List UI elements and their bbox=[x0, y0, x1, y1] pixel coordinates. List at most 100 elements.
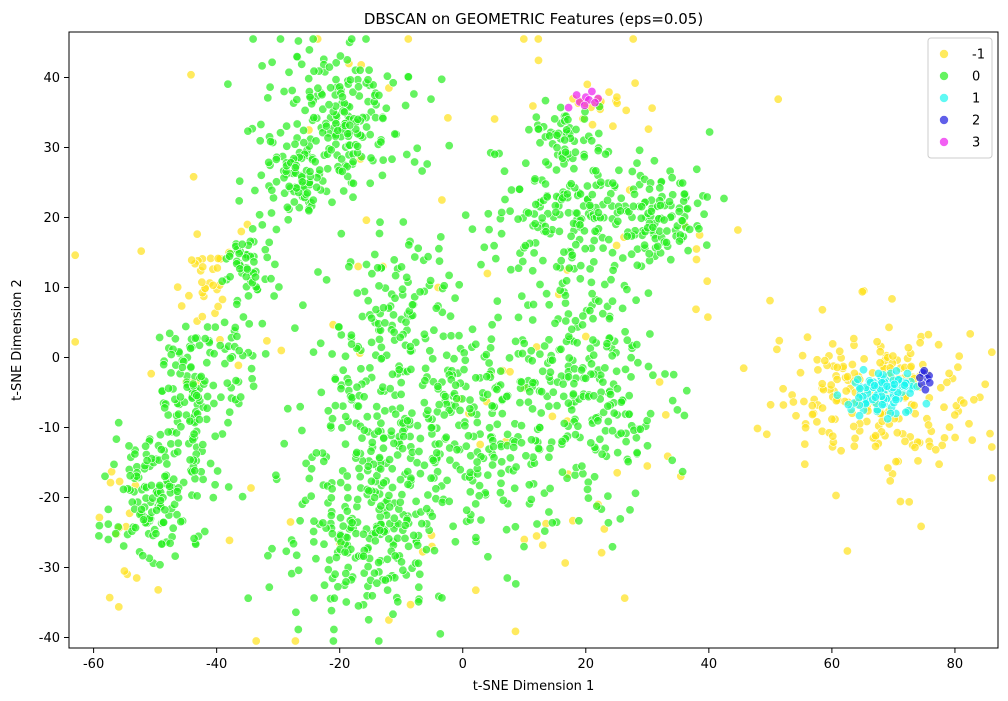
data-point bbox=[348, 157, 358, 167]
plot-frame bbox=[68, 31, 999, 649]
data-point bbox=[213, 466, 223, 476]
data-point bbox=[733, 225, 743, 235]
data-point bbox=[263, 93, 273, 103]
data-point bbox=[353, 601, 363, 611]
data-point bbox=[225, 535, 235, 545]
data-point bbox=[632, 158, 642, 168]
data-point bbox=[378, 113, 388, 123]
data-point bbox=[264, 237, 274, 247]
data-point bbox=[209, 398, 219, 408]
data-point bbox=[365, 363, 375, 373]
data-point bbox=[843, 400, 853, 410]
data-point bbox=[919, 366, 929, 376]
data-point bbox=[550, 318, 560, 328]
series-0 bbox=[94, 34, 729, 646]
data-point bbox=[262, 252, 272, 262]
data-point bbox=[497, 229, 507, 239]
data-point bbox=[616, 428, 626, 438]
data-point bbox=[208, 493, 218, 503]
data-point bbox=[439, 410, 449, 420]
data-point bbox=[225, 353, 235, 363]
data-point bbox=[294, 565, 304, 575]
data-point bbox=[459, 348, 469, 358]
data-point bbox=[644, 249, 654, 259]
data-point bbox=[323, 133, 333, 143]
data-point bbox=[541, 227, 551, 237]
data-point bbox=[200, 334, 210, 344]
data-point bbox=[271, 225, 281, 235]
data-point bbox=[519, 542, 529, 552]
data-point bbox=[238, 312, 248, 322]
data-point bbox=[372, 578, 382, 588]
data-point bbox=[620, 593, 630, 603]
data-point bbox=[510, 483, 520, 493]
data-point bbox=[391, 409, 401, 419]
data-point bbox=[288, 539, 298, 549]
data-point bbox=[223, 79, 233, 89]
data-point bbox=[934, 340, 944, 350]
data-point bbox=[563, 398, 573, 408]
data-point bbox=[586, 359, 596, 369]
data-point bbox=[615, 206, 625, 216]
data-point bbox=[232, 299, 242, 309]
data-point bbox=[455, 405, 465, 415]
data-point bbox=[987, 473, 997, 483]
data-point bbox=[953, 362, 963, 372]
data-point bbox=[832, 362, 842, 372]
data-point bbox=[175, 392, 185, 402]
data-point bbox=[319, 580, 329, 590]
data-point bbox=[292, 95, 302, 105]
data-point bbox=[260, 245, 270, 255]
data-point bbox=[247, 364, 257, 374]
data-point bbox=[223, 418, 233, 428]
data-point bbox=[310, 157, 320, 167]
data-point bbox=[336, 478, 346, 488]
data-point bbox=[304, 473, 314, 483]
data-point bbox=[159, 517, 169, 527]
data-point bbox=[389, 513, 399, 523]
data-point bbox=[306, 491, 316, 501]
data-point bbox=[832, 390, 842, 400]
y-tick-label: -40 bbox=[39, 631, 60, 646]
data-point bbox=[578, 311, 588, 321]
data-point bbox=[527, 404, 537, 414]
data-point bbox=[542, 192, 552, 202]
data-point bbox=[197, 277, 207, 287]
data-point bbox=[629, 189, 639, 199]
data-point bbox=[284, 181, 294, 191]
data-point bbox=[585, 264, 595, 274]
legend-label: 2 bbox=[972, 114, 980, 129]
data-point bbox=[157, 539, 167, 549]
data-point bbox=[486, 334, 496, 344]
data-point bbox=[607, 426, 617, 436]
data-point bbox=[311, 554, 321, 564]
data-point bbox=[316, 338, 326, 348]
data-point bbox=[939, 433, 949, 443]
data-point bbox=[528, 101, 538, 111]
data-point bbox=[551, 165, 561, 175]
data-point bbox=[168, 523, 178, 533]
data-point bbox=[486, 343, 496, 353]
data-point bbox=[230, 322, 240, 332]
x-axis-label: t-SNE Dimension 1 bbox=[473, 679, 595, 694]
data-point bbox=[220, 359, 230, 369]
data-point bbox=[883, 414, 893, 424]
data-point bbox=[293, 624, 303, 634]
data-point bbox=[626, 353, 636, 363]
data-point bbox=[497, 409, 507, 419]
data-point bbox=[628, 34, 638, 44]
data-point bbox=[385, 455, 395, 465]
data-point bbox=[630, 78, 640, 88]
data-point bbox=[589, 257, 599, 267]
data-point bbox=[422, 504, 432, 514]
data-point bbox=[163, 427, 173, 437]
data-point bbox=[105, 593, 115, 603]
data-point bbox=[266, 274, 276, 284]
data-point bbox=[374, 281, 384, 291]
data-point bbox=[385, 502, 395, 512]
data-point bbox=[160, 505, 170, 515]
data-point bbox=[414, 597, 424, 607]
data-point bbox=[547, 355, 557, 365]
data-point bbox=[613, 216, 623, 226]
data-point bbox=[363, 461, 373, 471]
